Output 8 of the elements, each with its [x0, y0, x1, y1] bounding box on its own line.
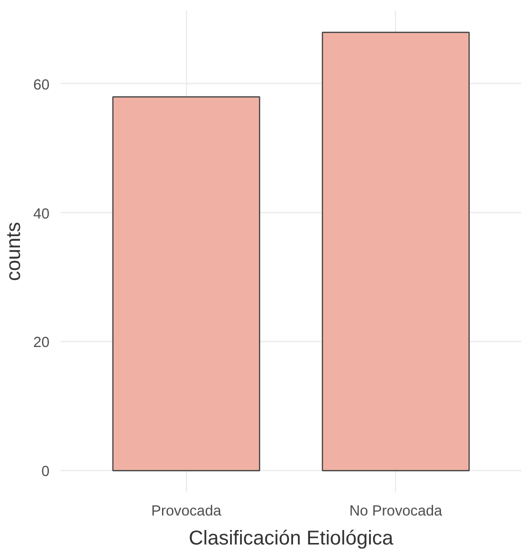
y-tick-label: 60 [33, 77, 50, 94]
x-axis-title: Clasificación Etiológica [188, 528, 394, 550]
y-tick-label: 40 [33, 206, 50, 222]
x-tick-label: Provocada [151, 504, 222, 520]
x-tick-label: No Provocada [349, 504, 444, 520]
y-axis-title: counts [3, 222, 26, 281]
y-tick-label: 0 [41, 464, 50, 480]
y-tick-label: 20 [33, 335, 50, 352]
